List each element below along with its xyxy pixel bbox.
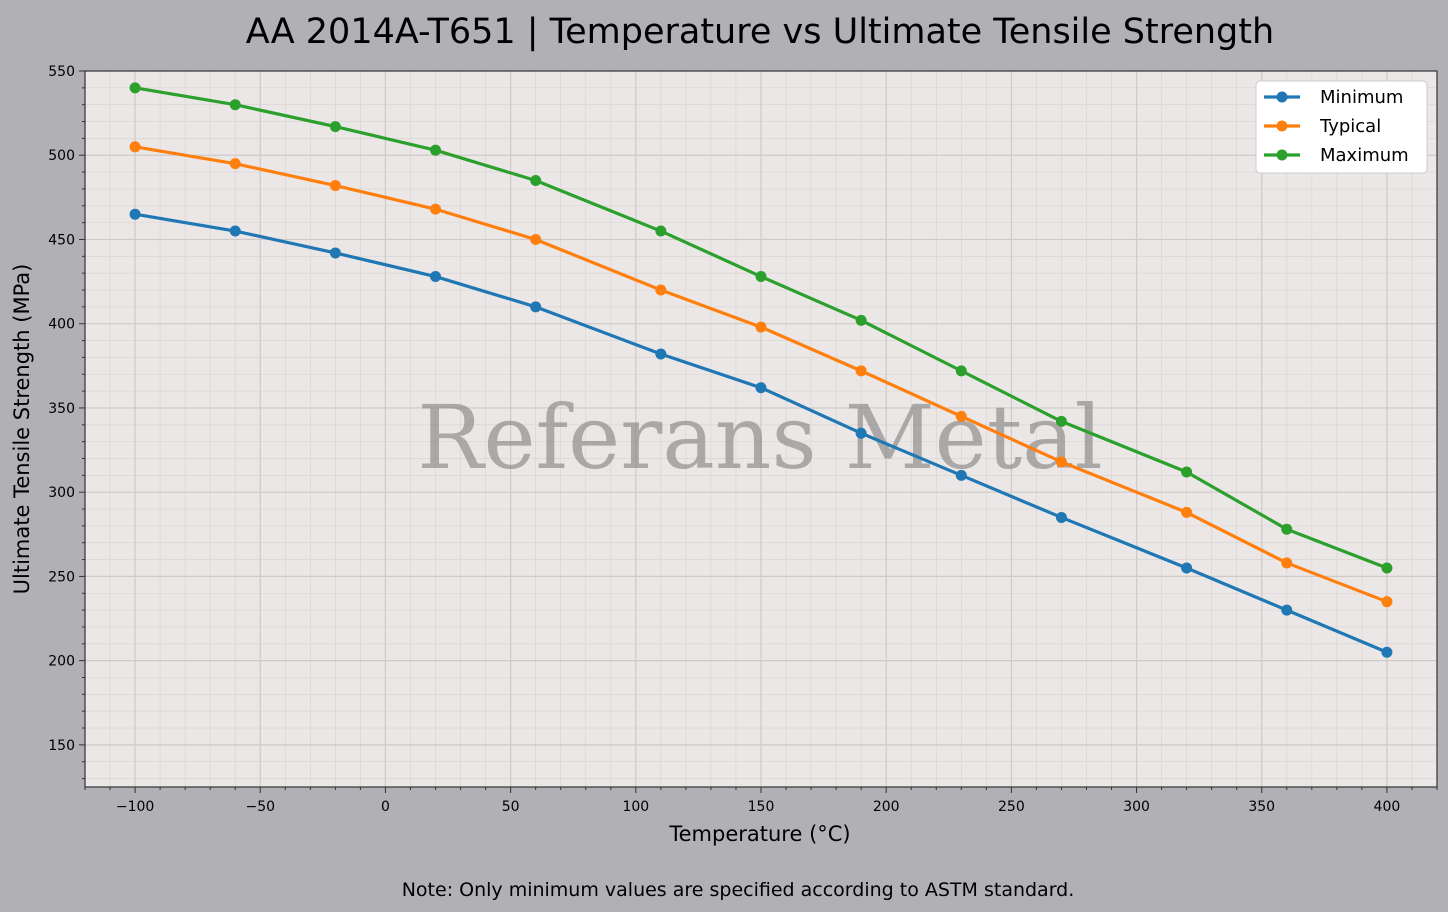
data-point-maximum	[1181, 466, 1193, 478]
data-point-minimum	[955, 469, 967, 481]
y-tick-label: 200	[48, 654, 75, 670]
series-group	[129, 82, 1393, 658]
x-tick-label: 100	[622, 799, 649, 815]
chart-title: AA 2014A-T651 | Temperature vs Ultimate …	[246, 12, 1274, 52]
data-point-typical	[430, 203, 442, 215]
data-point-minimum	[755, 382, 767, 394]
data-point-maximum	[430, 144, 442, 156]
x-tick-label: 150	[748, 799, 775, 815]
y-tick-label: 300	[48, 485, 75, 501]
y-tick-label: 550	[48, 64, 75, 80]
data-point-maximum	[229, 99, 241, 111]
data-point-minimum	[1281, 604, 1293, 616]
data-point-minimum	[1381, 646, 1393, 658]
data-point-minimum	[1181, 562, 1193, 574]
data-point-typical	[1381, 596, 1393, 608]
y-tick-label: 450	[48, 232, 75, 248]
data-point-typical	[655, 284, 667, 296]
data-point-typical	[1281, 557, 1293, 569]
data-point-maximum	[655, 225, 667, 237]
x-tick-label: 250	[998, 799, 1025, 815]
x-tick-label: 50	[502, 799, 520, 815]
legend-label-maximum: Maximum	[1320, 145, 1409, 166]
data-point-minimum	[530, 301, 542, 313]
ticks: −100 −50 0 50 100 150 200 250 300 350 400 150 200 250…	[48, 64, 1438, 815]
x-tick-label: 350	[1248, 799, 1275, 815]
data-point-maximum	[1281, 523, 1293, 535]
legend: Minimum Typical Maximum	[1255, 80, 1428, 174]
legend-box	[1255, 80, 1428, 174]
x-tick-label: −100	[116, 799, 154, 815]
data-point-minimum	[229, 225, 241, 237]
data-point-typical	[329, 180, 341, 192]
data-point-maximum	[755, 271, 767, 283]
y-tick-label: 150	[48, 738, 75, 754]
data-point-typical	[129, 141, 141, 153]
data-point-maximum	[129, 82, 141, 94]
y-tick-label: 500	[48, 148, 75, 164]
x-tick-label: −50	[245, 799, 275, 815]
data-point-maximum	[329, 121, 341, 133]
data-point-minimum	[129, 208, 141, 220]
y-tick-label: 250	[48, 569, 75, 585]
x-axis-label: Temperature (°C)	[668, 822, 850, 846]
legend-marker-minimum	[1276, 91, 1288, 103]
data-point-typical	[1055, 456, 1067, 468]
data-point-minimum	[430, 271, 442, 283]
data-point-minimum	[855, 427, 867, 439]
x-tick-label: 0	[381, 799, 390, 815]
x-tick-label: 400	[1374, 799, 1401, 815]
data-point-typical	[229, 158, 241, 170]
data-point-minimum	[655, 348, 667, 360]
data-point-typical	[955, 410, 967, 422]
data-point-minimum	[329, 247, 341, 259]
legend-marker-typical	[1276, 120, 1288, 132]
data-point-maximum	[955, 365, 967, 377]
x-tick-label: 200	[873, 799, 900, 815]
data-point-minimum	[1055, 511, 1067, 523]
watermark: Referans Metal	[417, 386, 1102, 489]
legend-label-typical: Typical	[1319, 116, 1381, 137]
data-point-maximum	[1055, 415, 1067, 427]
y-tick-label: 400	[48, 317, 75, 333]
data-point-maximum	[530, 175, 542, 187]
data-point-typical	[755, 321, 767, 333]
data-point-typical	[530, 233, 542, 245]
footnote: Note: Only minimum values are specified …	[402, 879, 1075, 901]
x-tick-label: 300	[1123, 799, 1150, 815]
data-point-typical	[855, 365, 867, 377]
y-axis-label: Ultimate Tensile Strength (MPa)	[10, 264, 34, 595]
y-tick-label: 350	[48, 401, 75, 417]
legend-label-minimum: Minimum	[1320, 87, 1403, 108]
data-point-typical	[1181, 506, 1193, 518]
data-point-maximum	[855, 314, 867, 326]
data-point-maximum	[1381, 562, 1393, 574]
legend-marker-maximum	[1276, 149, 1288, 161]
